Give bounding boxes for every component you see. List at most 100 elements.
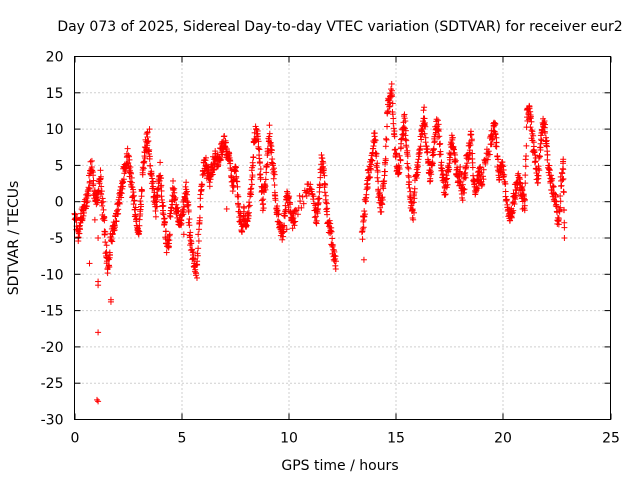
data-point	[154, 186, 161, 193]
y-tick-label: -5	[50, 231, 64, 247]
data-point	[285, 195, 292, 202]
data-point	[405, 165, 412, 172]
data-point	[248, 181, 255, 188]
data-point	[436, 133, 443, 140]
data-point	[359, 236, 366, 243]
data-point	[527, 124, 534, 131]
data-point	[446, 160, 453, 167]
data-point	[96, 180, 103, 187]
data-point	[205, 167, 212, 174]
data-point	[299, 193, 306, 200]
data-point	[386, 99, 393, 106]
data-point	[268, 147, 275, 154]
data-point	[512, 196, 519, 203]
data-point	[160, 215, 167, 222]
data-point	[379, 196, 386, 203]
data-point	[324, 205, 331, 212]
data-point	[144, 129, 151, 136]
data-point	[427, 168, 434, 175]
data-point	[534, 180, 541, 187]
data-point	[438, 159, 445, 166]
data-point	[499, 161, 506, 168]
data-point	[146, 153, 153, 160]
data-point	[480, 166, 487, 173]
x-tick-label: 20	[494, 431, 512, 447]
data-point	[561, 235, 568, 241]
data-point	[256, 146, 263, 153]
data-point	[392, 146, 399, 153]
grid-lines	[74, 56, 611, 420]
data-point	[100, 206, 107, 213]
data-point	[510, 207, 517, 214]
data-point	[223, 205, 230, 212]
data-point	[494, 153, 501, 160]
data-point	[186, 222, 193, 229]
data-point	[380, 178, 387, 185]
data-point	[461, 170, 468, 177]
data-point	[94, 194, 101, 201]
data-point	[260, 196, 267, 203]
data-point	[392, 154, 399, 161]
data-point	[180, 231, 187, 238]
data-point	[383, 135, 390, 142]
data-point	[262, 183, 269, 190]
data-point	[124, 145, 131, 152]
data-point	[496, 174, 503, 181]
data-point	[527, 113, 534, 120]
data-point	[138, 187, 145, 194]
data-point	[298, 204, 305, 211]
data-point	[99, 202, 106, 209]
data-point	[170, 177, 177, 184]
data-point	[526, 105, 533, 112]
data-point	[250, 154, 257, 161]
data-point	[271, 182, 278, 189]
data-point	[358, 229, 365, 236]
data-point	[467, 141, 474, 148]
data-point	[84, 198, 91, 205]
data-point	[536, 153, 543, 160]
data-point	[521, 197, 528, 204]
data-point	[234, 178, 241, 185]
data-point	[217, 157, 224, 164]
data-point	[198, 186, 205, 193]
data-point	[154, 203, 161, 210]
data-point	[560, 175, 567, 182]
data-point	[437, 151, 444, 158]
data-point	[404, 164, 411, 171]
data-point	[372, 137, 379, 144]
data-point	[243, 222, 250, 229]
data-point	[368, 161, 375, 168]
data-point	[394, 171, 401, 178]
data-point	[172, 194, 179, 201]
data-point	[95, 235, 102, 241]
data-point	[229, 188, 236, 195]
data-point	[94, 396, 101, 403]
data-point	[561, 207, 568, 214]
data-point	[457, 168, 464, 175]
data-point	[195, 238, 202, 245]
data-point	[74, 215, 81, 222]
data-point	[532, 158, 539, 165]
data-point	[378, 208, 385, 215]
data-point	[95, 282, 102, 289]
data-point	[195, 231, 202, 238]
y-tick-label: -15	[41, 304, 64, 320]
data-point	[162, 228, 169, 235]
data-point	[157, 159, 164, 166]
data-point	[561, 224, 568, 231]
data-point	[97, 167, 104, 174]
data-point	[464, 160, 471, 167]
data-point	[382, 161, 389, 168]
data-point	[452, 159, 459, 166]
data-point	[474, 185, 481, 192]
data-point	[145, 147, 152, 154]
data-point	[424, 148, 431, 155]
data-point	[280, 228, 287, 235]
data-point	[549, 175, 556, 182]
data-point	[555, 215, 562, 222]
data-point	[542, 134, 549, 141]
data-point	[411, 195, 418, 202]
data-point	[480, 176, 487, 183]
data-point	[523, 153, 530, 160]
